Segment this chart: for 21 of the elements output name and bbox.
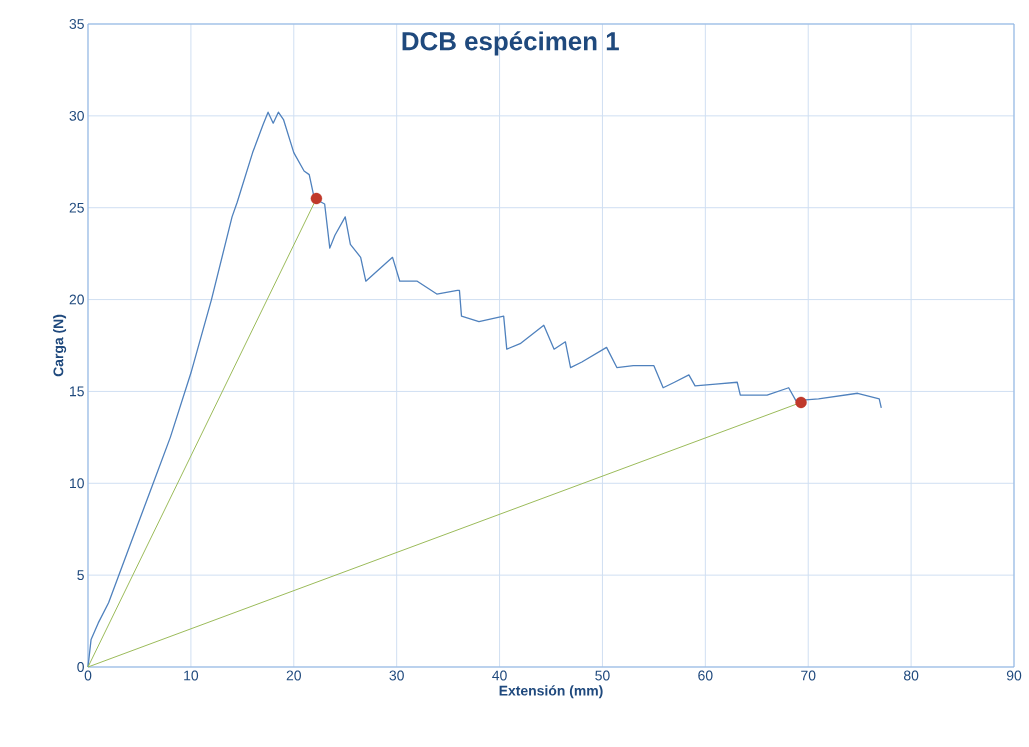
x-tick-label: 50 xyxy=(595,670,610,681)
y-tick-label: 10 xyxy=(70,478,84,489)
y-tick-label: 35 xyxy=(69,19,84,29)
x-tick-label: 80 xyxy=(903,670,919,681)
y-tick-label: 20 xyxy=(69,294,84,305)
y-tick-label: 5 xyxy=(77,570,84,581)
x-axis-title: Extensión (mm) xyxy=(499,685,603,699)
y-tick-label: 15 xyxy=(70,386,84,397)
y-tick-label: 0 xyxy=(77,662,84,672)
x-tick-label: 0 xyxy=(84,670,92,681)
y-tick-label: 30 xyxy=(69,110,84,121)
x-tick-label: 30 xyxy=(389,670,404,681)
x-tick-label: 60 xyxy=(698,670,713,681)
x-tick-label: 20 xyxy=(286,670,301,681)
x-tick-label: 40 xyxy=(492,670,507,681)
chart-title: DCB espécimen 1 xyxy=(402,31,619,56)
x-tick-label: 70 xyxy=(801,670,816,681)
y-tick-label: 25 xyxy=(69,202,84,213)
y-axis-title: Carga (N) xyxy=(53,314,67,377)
x-tick-label: 10 xyxy=(184,670,199,681)
x-tick-label: 90 xyxy=(1006,670,1022,681)
